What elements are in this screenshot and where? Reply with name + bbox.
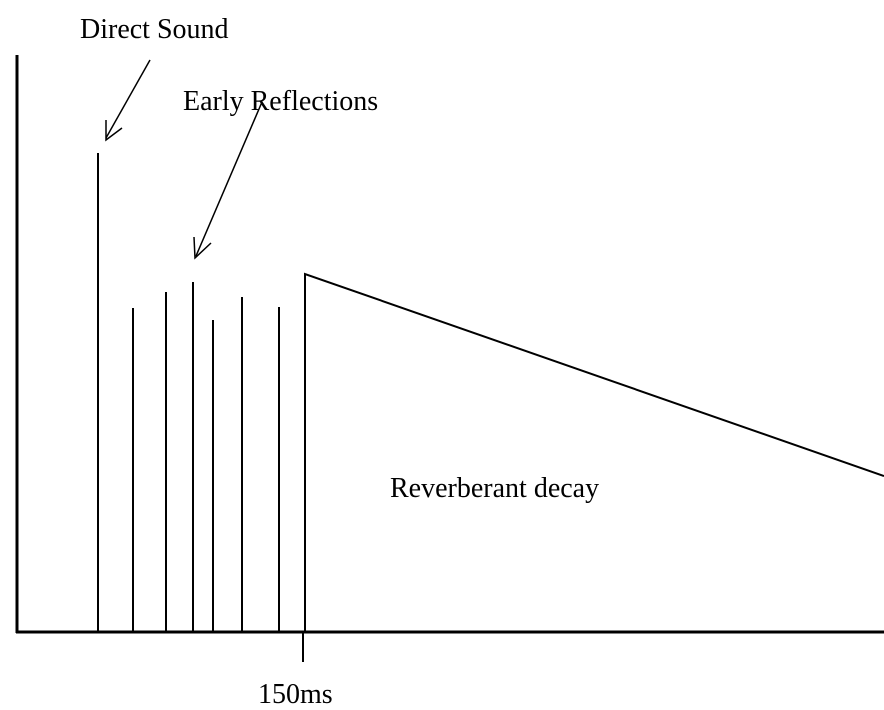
time-label: 150ms	[258, 679, 333, 710]
direct-sound-label: Direct Sound	[80, 14, 229, 45]
arrow-shaft	[195, 101, 263, 257]
reverberant-decay-envelope	[304, 272, 884, 632]
arrow-shaft	[105, 59, 151, 139]
early-reflections-label: Early Reflections	[183, 86, 378, 117]
arrow-head	[105, 120, 123, 142]
reverberant-decay-label: Reverberant decay	[390, 473, 599, 504]
arrow-head	[193, 236, 212, 260]
